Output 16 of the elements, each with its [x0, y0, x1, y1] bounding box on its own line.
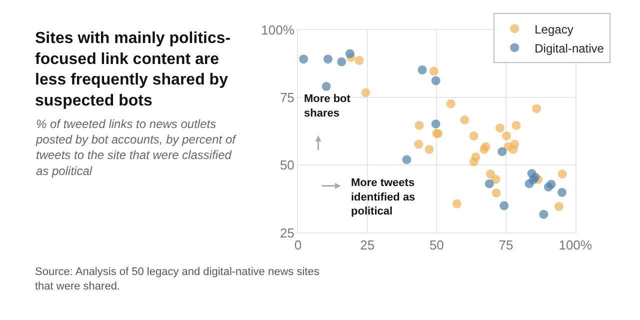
legend-label: Legacy	[534, 22, 574, 36]
x-tick-label: 100%	[558, 237, 592, 252]
text: % of tweeted links to news outlets posted by bot accounts, by percent of tweets to the site that were classified as political	[35, 117, 238, 178]
text: Sites with mainly politics-focused link content are less frequently shared by suspected bots	[35, 30, 231, 110]
annotation: More tweets identified as political	[351, 177, 416, 218]
source-note: Source: Analysis of 50 legacy and digital-native news sites that were shared.	[35, 266, 320, 292]
x-tick-label: 0	[294, 237, 302, 252]
y-tick-label: 100%	[261, 22, 295, 38]
y-tick-label: 50	[280, 158, 294, 173]
y-tick-label: 75	[280, 90, 294, 106]
annotation: More bot shares	[304, 93, 351, 120]
y-tick-label: 25	[280, 225, 294, 240]
legend-label: Digital-native	[534, 41, 604, 56]
x-tick-label: 50	[429, 237, 444, 252]
x-tick-label: 25	[360, 237, 375, 252]
x-tick-label: 75	[498, 237, 514, 252]
